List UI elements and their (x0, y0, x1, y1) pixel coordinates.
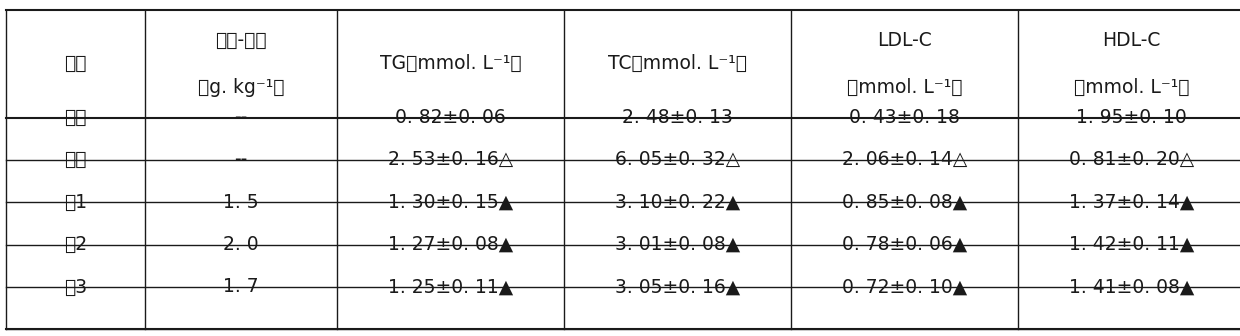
Text: （mmol. L⁻¹）: （mmol. L⁻¹） (1074, 78, 1189, 97)
Text: （g. kg⁻¹）: （g. kg⁻¹） (198, 78, 284, 97)
Text: 3. 01±0. 08▲: 3. 01±0. 08▲ (615, 235, 740, 254)
Text: 1. 25±0. 11▲: 1. 25±0. 11▲ (388, 278, 513, 296)
Text: 实2: 实2 (64, 235, 87, 254)
Text: 2. 53±0. 16△: 2. 53±0. 16△ (388, 151, 513, 169)
Text: LDL-C: LDL-C (877, 31, 932, 50)
Text: 1. 42±0. 11▲: 1. 42±0. 11▲ (1069, 235, 1194, 254)
Text: --: -- (234, 151, 248, 169)
Text: 2. 06±0. 14△: 2. 06±0. 14△ (842, 151, 967, 169)
Text: 1. 30±0. 15▲: 1. 30±0. 15▲ (388, 193, 513, 212)
Text: 1. 37±0. 14▲: 1. 37±0. 14▲ (1069, 193, 1194, 212)
Text: TG（mmol. L⁻¹）: TG（mmol. L⁻¹） (379, 54, 522, 73)
Text: 1. 5: 1. 5 (223, 193, 259, 212)
Text: 3. 10±0. 22▲: 3. 10±0. 22▲ (615, 193, 740, 212)
Text: 空白: 空白 (64, 108, 87, 127)
Text: 6. 05±0. 32△: 6. 05±0. 32△ (615, 151, 740, 169)
Text: （mmol. L⁻¹）: （mmol. L⁻¹） (847, 78, 962, 97)
Text: 3. 05±0. 16▲: 3. 05±0. 16▲ (615, 278, 740, 296)
Text: 实3: 实3 (64, 278, 87, 296)
Text: 组别: 组别 (64, 54, 87, 73)
Text: 0. 85±0. 08▲: 0. 85±0. 08▲ (842, 193, 967, 212)
Text: 0. 81±0. 20△: 0. 81±0. 20△ (1069, 151, 1194, 169)
Text: 0. 78±0. 06▲: 0. 78±0. 06▲ (842, 235, 967, 254)
Text: 剂量-生药: 剂量-生药 (216, 31, 267, 50)
Text: 1. 7: 1. 7 (223, 278, 259, 296)
Text: 1. 95±0. 10: 1. 95±0. 10 (1076, 108, 1187, 127)
Text: 1. 41±0. 08▲: 1. 41±0. 08▲ (1069, 278, 1194, 296)
Text: 2. 48±0. 13: 2. 48±0. 13 (622, 108, 733, 127)
Text: TC（mmol. L⁻¹）: TC（mmol. L⁻¹） (608, 54, 748, 73)
Text: 实1: 实1 (64, 193, 87, 212)
Text: 0. 72±0. 10▲: 0. 72±0. 10▲ (842, 278, 967, 296)
Text: 模型: 模型 (64, 151, 87, 169)
Text: 0. 43±0. 18: 0. 43±0. 18 (849, 108, 960, 127)
Text: 1. 27±0. 08▲: 1. 27±0. 08▲ (388, 235, 513, 254)
Text: 2. 0: 2. 0 (223, 235, 259, 254)
Text: 0. 82±0. 06: 0. 82±0. 06 (396, 108, 506, 127)
Text: --: -- (234, 108, 248, 127)
Text: HDL-C: HDL-C (1102, 31, 1161, 50)
